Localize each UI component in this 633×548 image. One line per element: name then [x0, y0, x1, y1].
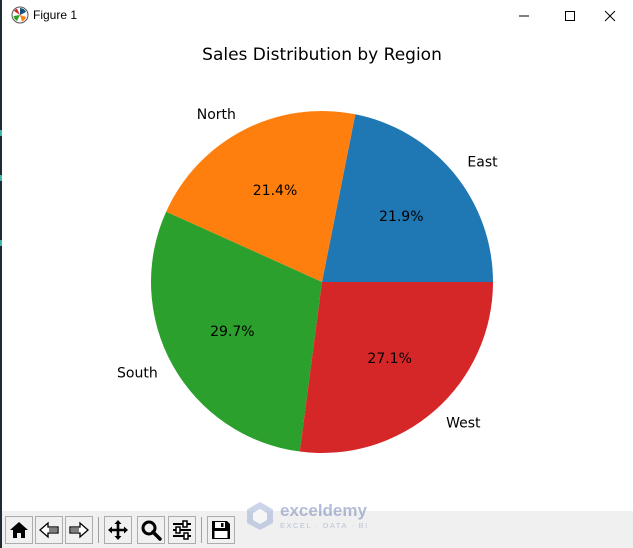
slice-label-south: South [117, 366, 158, 382]
forward-button[interactable] [65, 516, 93, 544]
floppy-disk-icon [212, 521, 230, 539]
maximize-icon [565, 10, 575, 21]
sliders-icon [173, 520, 191, 540]
zoom-button[interactable] [137, 516, 165, 544]
toolbar-separator [98, 517, 99, 543]
arrow-left-icon [39, 521, 59, 539]
slice-label-north: North [197, 107, 236, 123]
chart-title: Sales Distribution by Region [202, 45, 442, 65]
pan-button[interactable] [104, 516, 132, 544]
pie-slice-east [322, 114, 493, 282]
watermark-tagline: EXCEL · DATA · BI [280, 521, 369, 530]
pie-slice-north [166, 111, 356, 282]
arrow-right-icon [69, 521, 89, 539]
background-window-edge [0, 0, 2, 548]
close-button[interactable] [587, 0, 633, 31]
exceldemy-logo-icon [247, 502, 273, 530]
pie-slice-west [299, 282, 493, 453]
window-title: Figure 1 [33, 8, 78, 22]
home-icon [10, 522, 28, 538]
minimize-icon [519, 15, 529, 16]
figure-canvas[interactable]: Sales Distribution by Region East 21.9% No… [2, 31, 633, 511]
save-button[interactable] [207, 516, 235, 544]
slice-percent-east: 21.9% [379, 209, 423, 225]
slice-percent-north: 21.4% [253, 183, 297, 199]
slice-label-east: East [467, 155, 498, 171]
pie-slice-south [151, 211, 322, 452]
maximize-button[interactable] [547, 0, 593, 31]
pie-chart: Sales Distribution by Region East 21.9% No… [117, 45, 498, 453]
slice-percent-west: 27.1% [367, 351, 411, 367]
toolbar-separator [201, 517, 202, 543]
exceldemy-watermark: exceldemy EXCEL · DATA · BI [244, 498, 394, 534]
slice-percent-south: 29.7% [210, 324, 254, 340]
slice-label-west: West [446, 415, 481, 431]
watermark-name: exceldemy [280, 501, 367, 520]
matplotlib-logo-icon [11, 6, 29, 24]
magnifier-icon [141, 520, 162, 541]
navigation-toolbar [2, 511, 633, 548]
move-icon [108, 520, 128, 540]
title-bar[interactable]: Figure 1 [2, 0, 633, 31]
home-button[interactable] [5, 516, 33, 544]
close-icon [604, 10, 616, 21]
configure-subplots-button[interactable] [168, 516, 196, 544]
minimize-button[interactable] [501, 0, 547, 31]
back-button[interactable] [35, 516, 63, 544]
